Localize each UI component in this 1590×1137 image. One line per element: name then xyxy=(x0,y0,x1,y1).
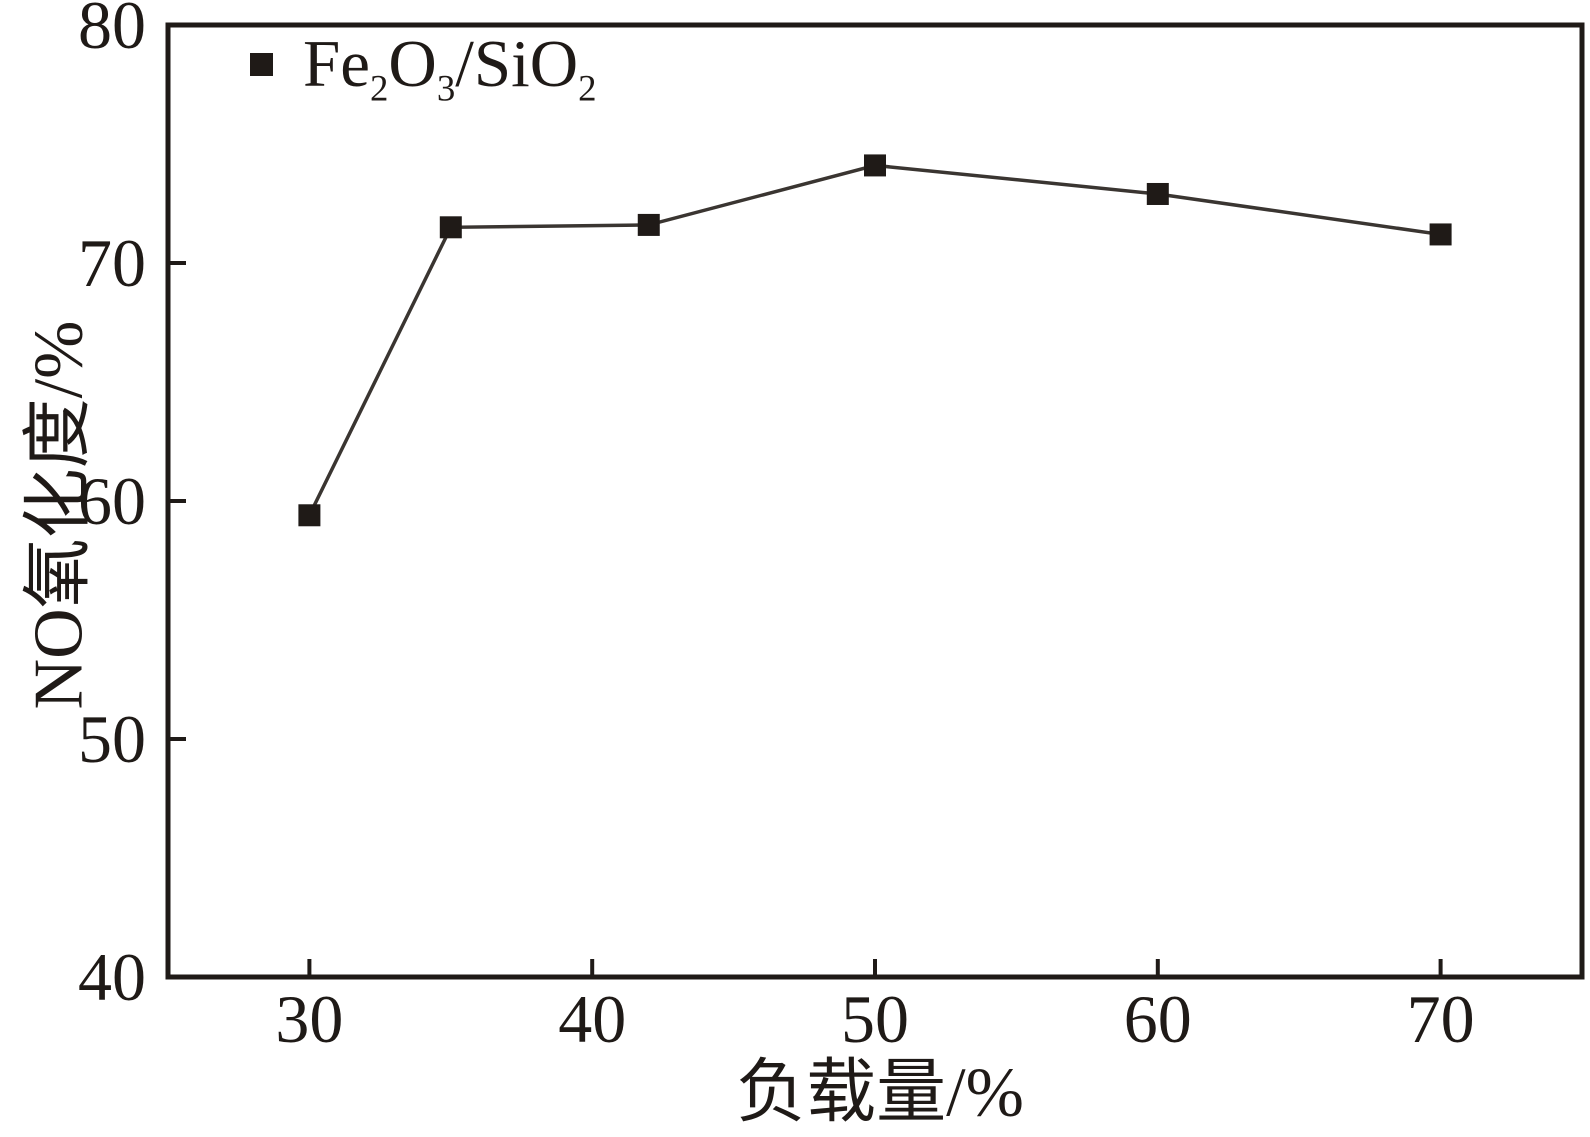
data-point-marker xyxy=(298,504,321,527)
y-tick-label: 60 xyxy=(78,463,146,539)
legend-label-subscript: 2 xyxy=(578,66,597,108)
y-tick-label: 50 xyxy=(78,701,146,777)
data-point-marker xyxy=(637,213,660,236)
legend: Fe2O3/SiO2 xyxy=(250,26,597,106)
legend-label-text: Fe xyxy=(303,26,370,101)
legend-label-text: O xyxy=(388,26,437,101)
x-tick-label: 60 xyxy=(1124,981,1192,1057)
legend-label-subscript: 3 xyxy=(436,66,456,108)
y-tick-label: 70 xyxy=(78,225,146,301)
y-axis-title: NO氧化度/% xyxy=(20,320,98,710)
data-point-marker xyxy=(1429,223,1452,246)
x-tick-label: 40 xyxy=(558,981,626,1057)
legend-label: Fe2O3/SiO2 xyxy=(303,30,597,106)
data-point-marker xyxy=(439,216,462,239)
x-tick-label: 70 xyxy=(1407,981,1475,1057)
plot-border xyxy=(165,22,1585,980)
y-tick-label: 40 xyxy=(78,939,146,1015)
legend-label-subscript: 2 xyxy=(370,66,389,108)
legend-square-marker-icon xyxy=(250,52,273,76)
x-axis-title: 负载量/% xyxy=(736,1054,1024,1132)
series-line xyxy=(307,163,1441,517)
data-point-marker xyxy=(864,154,886,177)
legend-label-text: /SiO xyxy=(455,26,579,101)
data-point-marker xyxy=(1146,182,1169,205)
x-tick-label: 30 xyxy=(275,981,343,1057)
x-tick-label: 50 xyxy=(841,981,909,1057)
y-tick-label: 80 xyxy=(78,0,146,63)
